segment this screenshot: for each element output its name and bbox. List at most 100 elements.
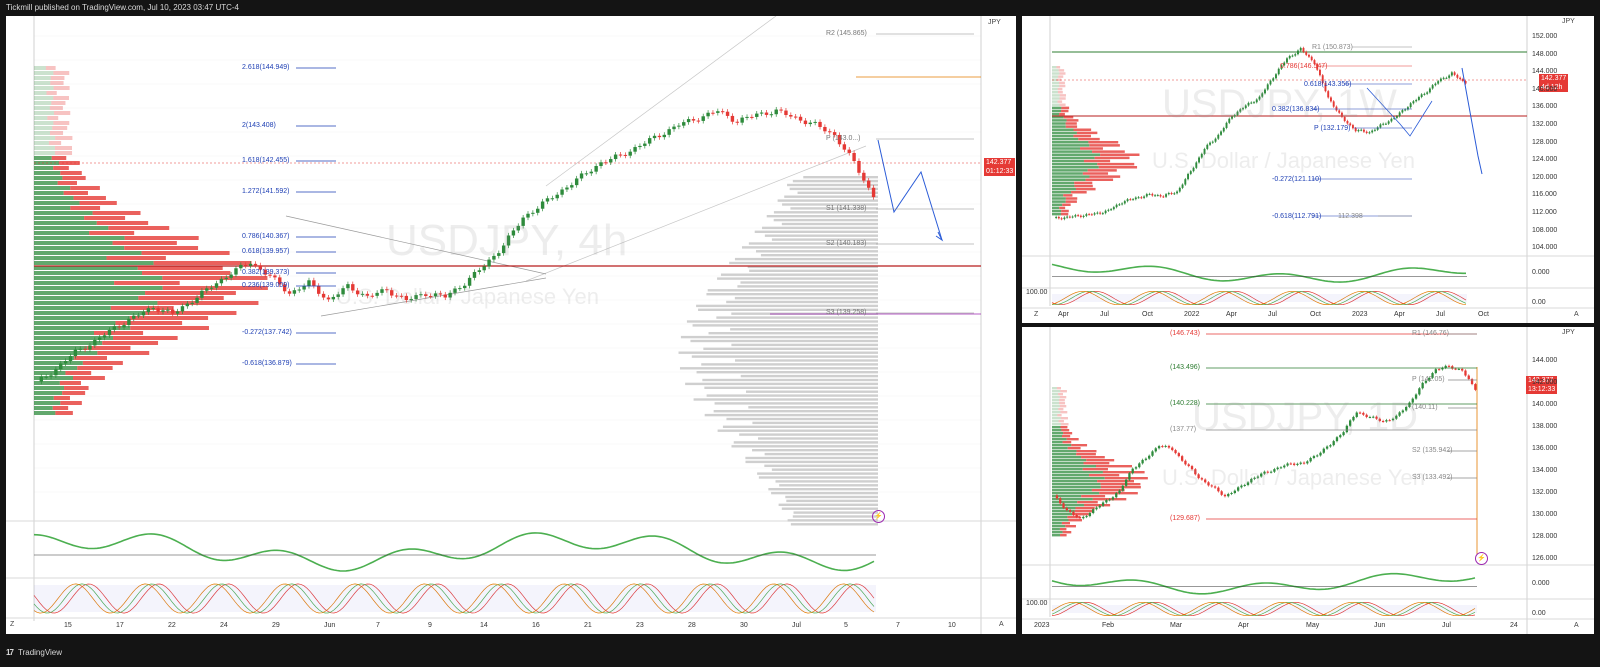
main-volume-bar-sell (153, 261, 252, 265)
main-time-tick: 15 (64, 622, 72, 629)
weekly-time-tick: Oct (1478, 311, 1489, 318)
weekly-candle (1077, 215, 1080, 217)
daily-candle (1194, 469, 1197, 475)
daily-volume-bar-sell (1066, 438, 1079, 441)
daily-volume-bar-sell (1065, 525, 1076, 528)
daily-candle (1260, 473, 1263, 477)
daily-candle (1144, 458, 1148, 460)
weekly-candle (1154, 195, 1157, 197)
main-volume-bar-buy (34, 236, 125, 240)
main-volume-bar-buy (34, 256, 107, 260)
daily-volume-bar-sell (1061, 423, 1069, 426)
main-candle (769, 114, 774, 116)
weekly-candle (1368, 132, 1371, 134)
weekly-oscillator-tick: 0.00 (1532, 299, 1546, 306)
main-z-button[interactable]: Z (10, 621, 15, 628)
weekly-candle (1250, 102, 1253, 104)
weekly-volume-bar-sell (1089, 144, 1120, 147)
main-volume-bar-sell (53, 71, 70, 75)
daily-candle (1088, 513, 1092, 517)
main-candle (341, 288, 345, 295)
main-volume-bar-sell (77, 366, 113, 370)
main-chart-canvas[interactable] (6, 16, 1016, 634)
daily-candle (1213, 486, 1217, 488)
weekly-chart-canvas[interactable] (1022, 16, 1594, 323)
weekly-watermark-subtitle: U.S. Dollar / Japanese Yen (1152, 148, 1415, 173)
main-candle (784, 110, 788, 115)
main-chart-panel[interactable]: USDJPY, 4h U.S. Dollar / Japanese Yen JP… (6, 16, 1016, 634)
main-candle (390, 290, 394, 296)
main-session-volume-bar (764, 452, 878, 456)
weekly-volume-bar-sell (1061, 209, 1069, 213)
daily-candle (1467, 375, 1470, 380)
main-volume-bar-sell (115, 321, 183, 325)
main-fib-label: 0.618(139.957) (242, 248, 290, 255)
weekly-candle (1426, 92, 1429, 94)
main-candle (643, 143, 647, 146)
weekly-candle (1055, 216, 1058, 218)
lightning-icon[interactable]: ⚡ (872, 510, 885, 523)
main-volume-bar-buy (34, 291, 146, 295)
main-candle (716, 111, 720, 113)
main-candle (438, 293, 443, 295)
main-session-volume-bar (775, 480, 878, 483)
main-candle (229, 274, 233, 278)
daily-candle (1283, 465, 1286, 468)
main-session-volume-bar (797, 191, 878, 194)
weekly-volume-bar-sell (1076, 131, 1098, 135)
main-volume-bar-buy (34, 376, 74, 380)
weekly-level-label: 112.398 (1338, 213, 1363, 220)
weekly-volume-bar-sell (1062, 203, 1071, 206)
daily-time-tick: Feb (1102, 622, 1115, 629)
main-time-tick: 7 (896, 622, 900, 629)
weekly-volume-bar-buy (1052, 153, 1101, 156)
weekly-price-tick: 144.000 (1532, 68, 1558, 76)
main-candle (326, 297, 331, 300)
daily-chart-panel[interactable]: USDJPY, 1D U.S. Dollar / Japanese Yen JP… (1022, 327, 1594, 634)
weekly-time-tick: Oct (1310, 311, 1321, 318)
main-session-volume-bar (787, 183, 878, 187)
main-candle (613, 154, 618, 160)
main-time-tick: 28 (688, 622, 696, 629)
main-time-tick: 10 (948, 622, 956, 629)
main-session-volume-bar (740, 281, 878, 284)
daily-volume-bar-buy (1052, 435, 1063, 438)
main-session-volume-bar (771, 238, 878, 241)
main-volume-bar-sell (53, 111, 71, 115)
daily-auto-scale-button[interactable]: A (1574, 622, 1579, 629)
weekly-candle (1129, 199, 1132, 201)
weekly-volume-bar-sell (1098, 166, 1138, 169)
main-candle (813, 121, 817, 123)
main-session-volume-bar (692, 324, 878, 327)
main-volume-bar-sell (93, 331, 144, 335)
main-volume-bar-sell (113, 336, 178, 340)
daily-candle (1055, 495, 1059, 499)
main-volume-bar-sell (145, 311, 237, 315)
weekly-price-tag: 142.377 4d 12h (1539, 74, 1569, 92)
main-volume-bar-sell (108, 226, 170, 230)
main-candle (842, 144, 847, 150)
weekly-chart-panel[interactable]: USDJPY, 1W U.S. Dollar / Japanese Yen JP… (1022, 16, 1594, 323)
main-candle (360, 293, 365, 295)
main-candle (83, 348, 87, 350)
main-candle (472, 271, 477, 278)
weekly-z-button[interactable]: Z (1034, 311, 1039, 318)
main-candle (93, 339, 97, 346)
daily-candle (1105, 500, 1108, 503)
main-volume-bar-buy (34, 281, 115, 285)
lightning-icon[interactable]: ⚡ (1475, 552, 1488, 565)
weekly-volume-bar-buy (1052, 141, 1089, 144)
main-session-volume-bar (781, 507, 878, 510)
main-volume-bar-buy (34, 261, 154, 265)
daily-price-tick: 130.000 (1532, 511, 1558, 518)
main-session-volume-bar (754, 230, 878, 233)
main-session-volume-bar (678, 351, 878, 354)
main-candle (136, 315, 141, 317)
weekly-price-tick: 148.000 (1532, 50, 1558, 58)
daily-candle (1101, 502, 1105, 506)
main-session-volume-bar (734, 296, 878, 300)
main-channel-upper (545, 16, 777, 187)
main-auto-scale-button[interactable]: A (999, 621, 1004, 628)
weekly-auto-scale-button[interactable]: A (1574, 311, 1579, 318)
main-candle (720, 111, 725, 113)
